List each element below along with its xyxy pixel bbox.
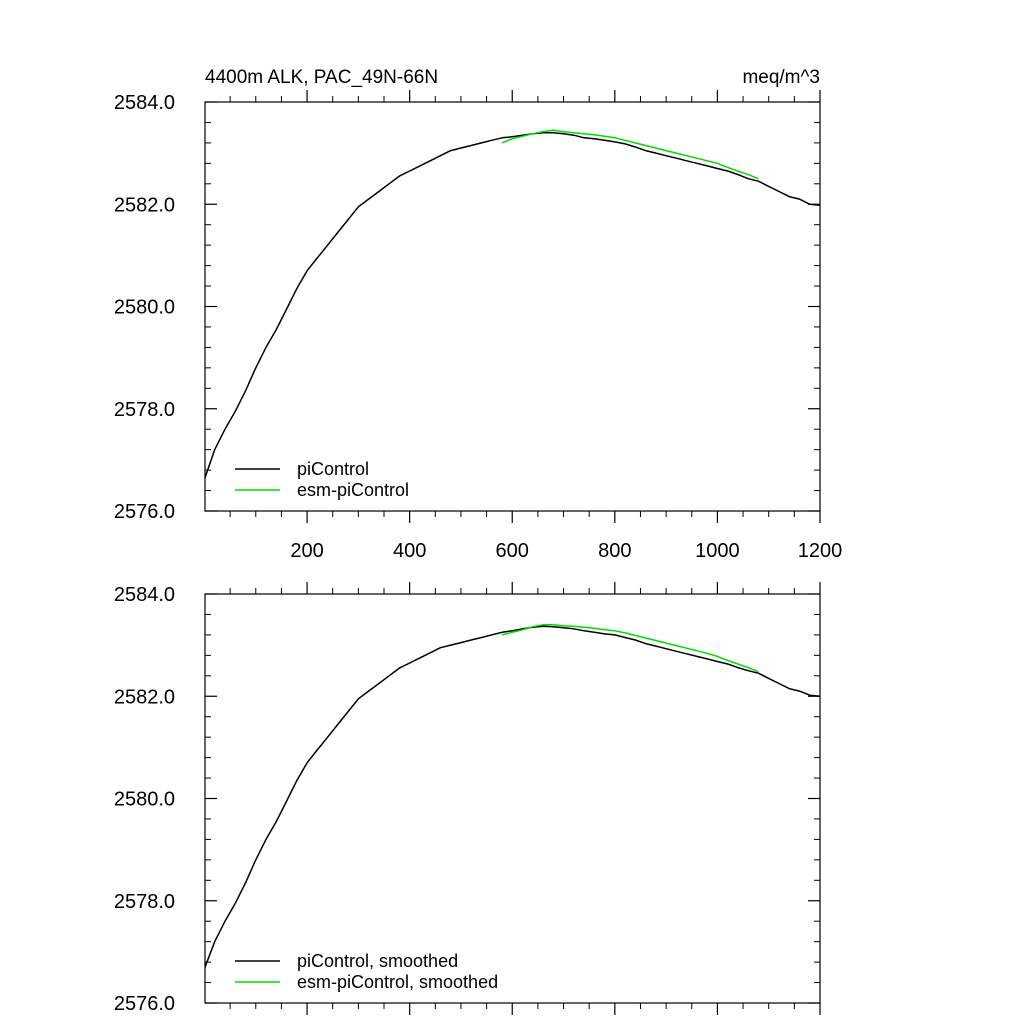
series-line-picontrol — [204, 131, 821, 479]
legend-label-picontrol: piControl — [297, 459, 369, 479]
units-label: meq/m^3 — [742, 67, 820, 88]
x-tick-label: 800 — [598, 540, 631, 562]
legend: piControl esm-piControl — [235, 459, 409, 500]
axis-ticks — [205, 582, 821, 1015]
plot-frame — [204, 101, 821, 512]
y-tick-label: 2584.0 — [114, 584, 175, 606]
series-lines — [204, 129, 821, 479]
y-tick-labels: 2576.0 2578.0 2580.0 2582.0 2584.0 — [114, 584, 175, 1015]
y-tick-label: 2576.0 — [114, 993, 175, 1015]
series-line-picontrol-smoothed — [204, 625, 821, 968]
legend-label-esm-picontrol: esm-piControl — [297, 480, 409, 500]
y-tick-label: 2584.0 — [114, 92, 175, 114]
legend: piControl, smoothed esm-piControl, smoot… — [235, 951, 498, 992]
y-tick-label: 2580.0 — [114, 789, 175, 811]
x-tick-label: 600 — [496, 540, 529, 562]
legend-label-esm-picontrol-smoothed: esm-piControl, smoothed — [297, 972, 498, 992]
legend-label-picontrol-smoothed: piControl, smoothed — [297, 951, 458, 971]
y-tick-label: 2580.0 — [114, 297, 175, 319]
series-line-esm-picontrol — [501, 129, 759, 180]
plot-frame — [204, 593, 821, 1004]
x-tick-labels: 200 400 600 800 1000 1200 — [290, 540, 842, 562]
y-tick-label: 2578.0 — [114, 399, 175, 421]
series-line-esm-picontrol-smoothed — [501, 623, 759, 673]
top-panel: 4400m ALK, PAC_49N-66N meq/m^3 2576.0257… — [114, 67, 842, 562]
series-lines — [204, 623, 821, 968]
chart-title: 4400m ALK, PAC_49N-66N — [205, 67, 438, 88]
x-tick-label: 400 — [393, 540, 426, 562]
y-tick-label: 2582.0 — [114, 194, 175, 216]
y-tick-labels: 2576.0 2578.0 2580.0 2582.0 2584.0 — [114, 92, 175, 523]
y-tick-label: 2582.0 — [114, 686, 175, 708]
y-tick-label: 2578.0 — [114, 891, 175, 913]
x-tick-label: 200 — [290, 540, 323, 562]
x-tick-label: 1000 — [695, 540, 740, 562]
x-tick-label: 1200 — [798, 540, 843, 562]
bottom-panel: 2576.0 2578.0 2580.0 2582.0 2584.0 piControl… — [114, 582, 821, 1015]
y-tick-label: 2576.0 — [114, 501, 175, 523]
